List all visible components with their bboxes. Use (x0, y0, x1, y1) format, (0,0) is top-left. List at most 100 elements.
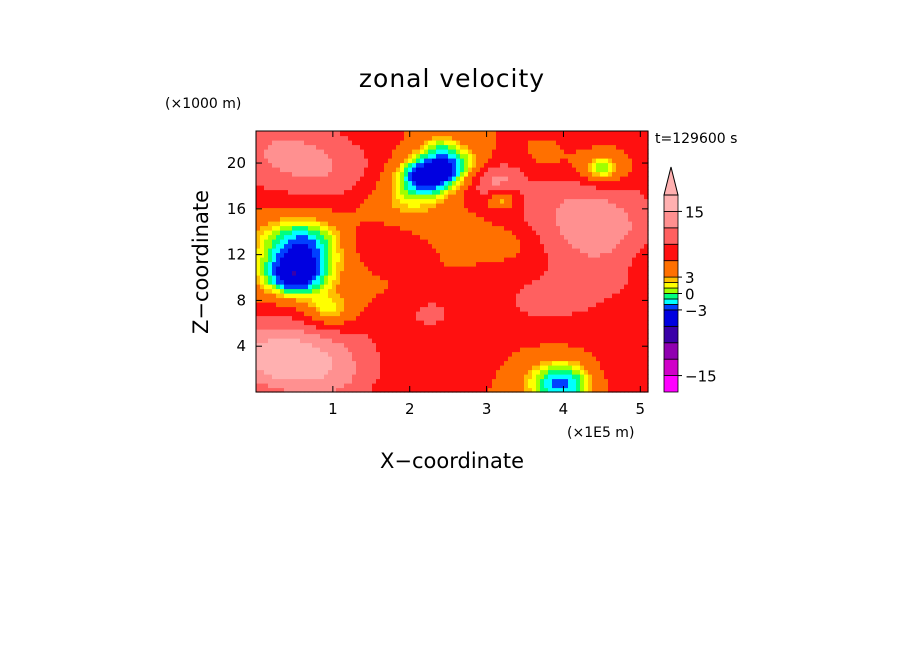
field-cell (576, 270, 581, 276)
field-cell (392, 293, 397, 299)
field-cell (392, 149, 397, 155)
field-cell (456, 311, 461, 317)
field-cell (500, 356, 505, 362)
field-cell (472, 234, 477, 240)
field-cell (472, 185, 477, 191)
field-cell (320, 333, 325, 339)
field-cell (280, 288, 285, 294)
field-cell (352, 324, 357, 330)
field-cell (524, 338, 529, 344)
field-cell (588, 216, 593, 222)
field-cell (408, 149, 413, 155)
field-cell (412, 153, 417, 159)
field-cell (488, 149, 493, 155)
field-cell (324, 180, 329, 186)
field-cell (420, 374, 425, 380)
field-cell (332, 333, 337, 339)
field-cell (488, 338, 493, 344)
field-cell (572, 135, 577, 141)
field-cell (444, 356, 449, 362)
field-cell (420, 194, 425, 200)
field-cell (256, 351, 261, 357)
field-cell (364, 248, 369, 254)
field-cell (560, 365, 565, 371)
field-cell (308, 158, 313, 164)
field-cell (472, 216, 477, 222)
field-cell (360, 279, 365, 285)
field-cell (380, 315, 385, 321)
field-cell (368, 333, 373, 339)
field-cell (520, 149, 525, 155)
field-cell (424, 279, 429, 285)
field-cell (592, 239, 597, 245)
field-cell (320, 216, 325, 222)
field-cell (316, 257, 321, 263)
field-cell (584, 207, 589, 213)
field-cell (492, 306, 497, 312)
field-cell (360, 189, 365, 195)
field-cell (484, 329, 489, 335)
field-cell (264, 158, 269, 164)
field-cell (484, 207, 489, 213)
field-cell (388, 234, 393, 240)
field-cell (520, 320, 525, 326)
field-cell (304, 171, 309, 177)
field-cell (368, 158, 373, 164)
field-cell (380, 176, 385, 182)
field-cell (504, 239, 509, 245)
field-cell (540, 324, 545, 330)
field-cell (468, 234, 473, 240)
field-cell (392, 356, 397, 362)
field-cell (284, 180, 289, 186)
field-cell (420, 351, 425, 357)
field-cell (524, 378, 529, 384)
field-cell (416, 225, 421, 231)
field-cell (592, 257, 597, 263)
field-cell (528, 351, 533, 357)
field-cell (456, 216, 461, 222)
field-cell (436, 351, 441, 357)
field-cell (516, 378, 521, 384)
field-cell (320, 257, 325, 263)
field-cell (428, 140, 433, 146)
field-cell (468, 216, 473, 222)
field-cell (376, 387, 381, 393)
field-cell (524, 383, 529, 389)
field-cell (396, 311, 401, 317)
field-cell (276, 239, 281, 245)
field-cell (412, 221, 417, 227)
field-cell (312, 297, 317, 303)
field-cell (280, 176, 285, 182)
field-cell (524, 162, 529, 168)
field-cell (332, 284, 337, 290)
field-cell (476, 315, 481, 321)
field-cell (436, 189, 441, 195)
field-cell (372, 369, 377, 375)
field-cell (504, 315, 509, 321)
field-cell (536, 221, 541, 227)
field-cell (556, 140, 561, 146)
field-cell (264, 311, 269, 317)
field-cell (368, 347, 373, 353)
field-cell (352, 387, 357, 393)
field-cell (420, 333, 425, 339)
field-cell (288, 297, 293, 303)
field-cell (312, 374, 317, 380)
field-cell (364, 333, 369, 339)
field-cell (520, 347, 525, 353)
field-cell (560, 162, 565, 168)
field-cell (376, 162, 381, 168)
field-cell (400, 176, 405, 182)
field-cell (304, 248, 309, 254)
field-cell (300, 149, 305, 155)
field-cell (412, 225, 417, 231)
field-cell (464, 225, 469, 231)
field-cell (560, 248, 565, 254)
field-cell (472, 275, 477, 281)
field-cell (496, 158, 501, 164)
field-cell (592, 275, 597, 281)
field-cell (472, 153, 477, 159)
field-cell (552, 275, 557, 281)
field-cell (344, 239, 349, 245)
field-cell (316, 369, 321, 375)
